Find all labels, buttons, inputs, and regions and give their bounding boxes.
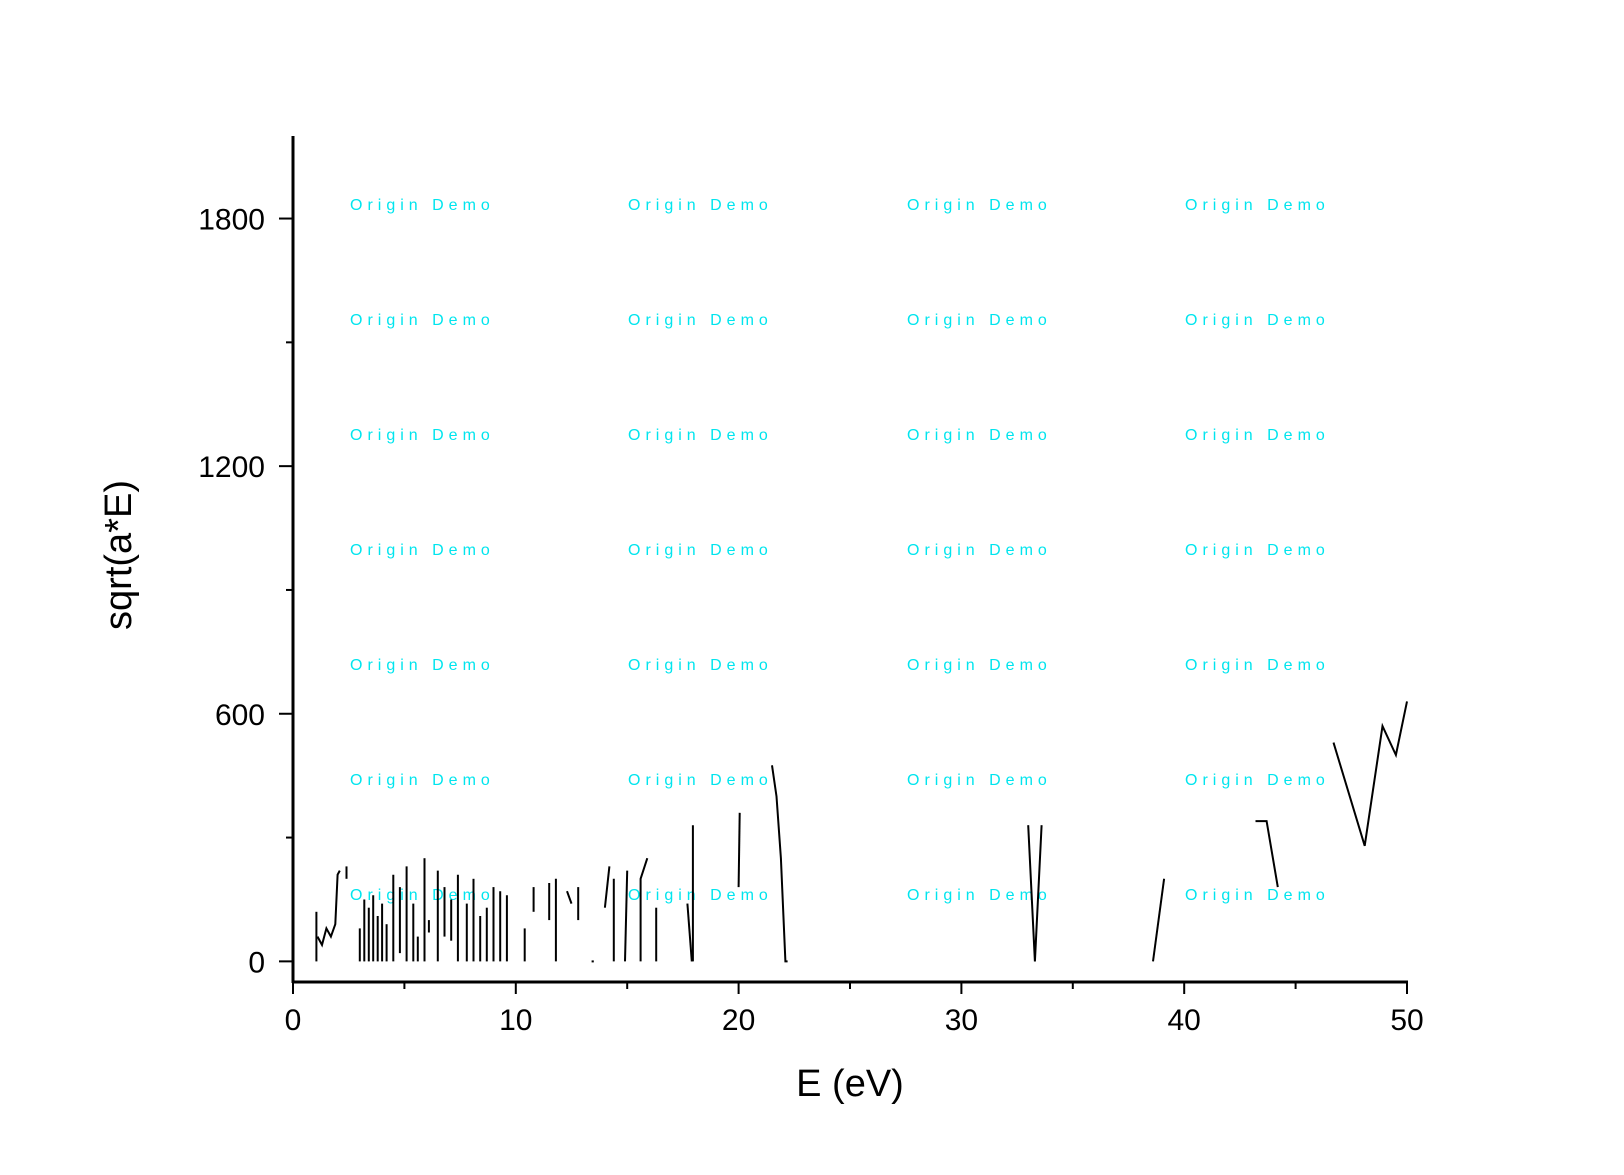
watermark-text: Origin Demo (628, 427, 773, 444)
watermark-text: Origin Demo (907, 542, 1052, 559)
series-line-segment (1255, 820, 1279, 888)
watermark-text: Origin Demo (907, 887, 1052, 904)
x-tick-label: 40 (1168, 1004, 1201, 1037)
watermark-text: Origin Demo (350, 542, 495, 559)
series-line-segment (737, 812, 741, 888)
plot-area (315, 701, 1408, 963)
x-tick-label: 0 (285, 1004, 302, 1037)
watermark-text: Origin Demo (1185, 887, 1330, 904)
watermark-text: Origin Demo (907, 312, 1052, 329)
series-line-segment (639, 857, 649, 962)
watermark-text: Origin Demo (628, 312, 773, 329)
y-axis-title: sqrt(a*E) (98, 480, 140, 630)
watermark-text: Origin Demo (1185, 312, 1330, 329)
watermark-text: Origin Demo (628, 657, 773, 674)
axes (291, 136, 1408, 984)
series-line-segment (603, 866, 611, 908)
watermark-text: Origin Demo (1185, 197, 1330, 214)
watermark-text: Origin Demo (1185, 772, 1330, 789)
x-tick-label: 10 (499, 1004, 532, 1037)
watermark-text: Origin Demo (350, 887, 495, 904)
watermark-text: Origin Demo (907, 772, 1052, 789)
x-tick-label: 20 (722, 1004, 755, 1037)
watermark-text: Origin Demo (350, 427, 495, 444)
series-line-segment (316, 870, 341, 948)
axis-ticks: 0 10 20 30 40 50 0 600 1200 1800 (198, 204, 1423, 1037)
y-tick-label: 0 (248, 946, 265, 979)
watermark-text: Origin Demo (628, 197, 773, 214)
y-tick-label: 1200 (198, 451, 265, 484)
series-line-segment (566, 890, 573, 904)
watermark-text: Origin Demo (1185, 542, 1330, 559)
watermark-text: Origin Demo (1185, 427, 1330, 444)
series-line-segment (1332, 701, 1408, 847)
x-tick-label: 50 (1390, 1004, 1423, 1037)
y-tick-label: 1800 (198, 204, 265, 237)
series-line-segment (1027, 825, 1043, 962)
watermark-text: Origin Demo (350, 657, 495, 674)
watermark-text: Origin Demo (350, 772, 495, 789)
watermark-text: Origin Demo (907, 657, 1052, 674)
y-tick-label: 600 (215, 699, 265, 732)
watermark-layer: Origin Demo Origin Demo Origin Demo Origin … (350, 197, 1330, 904)
series-line-segment (686, 903, 693, 962)
watermark-text: Origin Demo (350, 197, 495, 214)
watermark-text: Origin Demo (628, 542, 773, 559)
watermark-text: Origin Demo (907, 427, 1052, 444)
x-tick-label: 30 (945, 1004, 978, 1037)
watermark-text: Origin Demo (350, 312, 495, 329)
watermark-text: Origin Demo (628, 887, 773, 904)
series-line-segment (624, 870, 629, 962)
series-line-segment (771, 765, 788, 963)
x-axis-title: E (eV) (796, 1063, 904, 1105)
series-line-segment (1152, 878, 1166, 962)
watermark-text: Origin Demo (907, 197, 1052, 214)
watermark-text: Origin Demo (628, 772, 773, 789)
watermark-text: Origin Demo (1185, 657, 1330, 674)
